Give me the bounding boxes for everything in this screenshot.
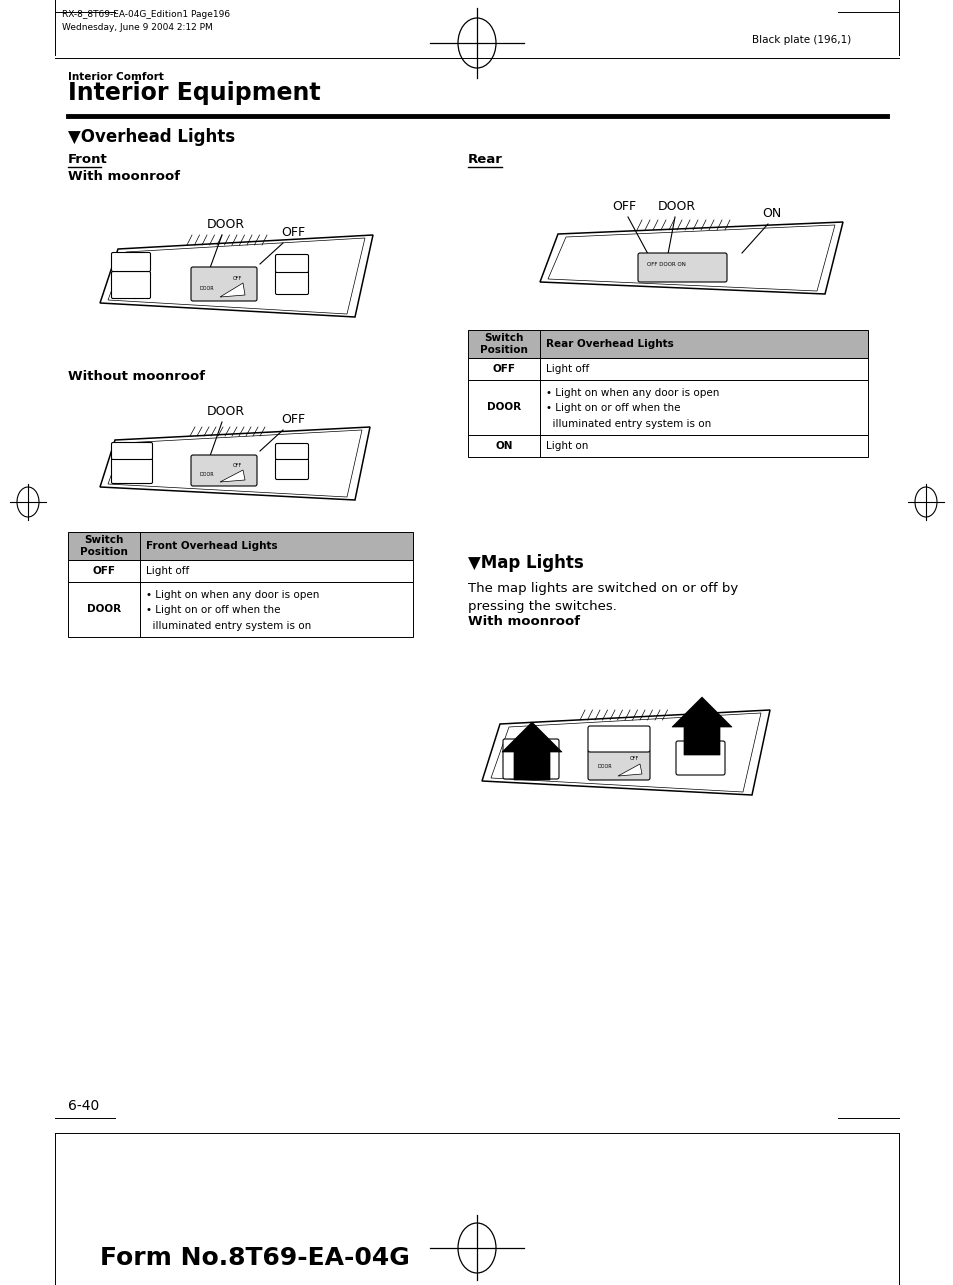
Text: • Light on or off when the: • Light on or off when the xyxy=(146,605,280,616)
Text: DOOR: DOOR xyxy=(207,405,245,418)
Polygon shape xyxy=(539,222,842,294)
Text: ▼Overhead Lights: ▼Overhead Lights xyxy=(68,128,234,146)
Polygon shape xyxy=(100,427,370,500)
FancyBboxPatch shape xyxy=(275,271,308,294)
Text: Interior Comfort: Interior Comfort xyxy=(68,72,164,82)
Text: Switch
Position: Switch Position xyxy=(80,535,128,556)
Text: Rear: Rear xyxy=(468,153,502,166)
Polygon shape xyxy=(481,711,769,795)
FancyBboxPatch shape xyxy=(676,741,724,775)
Text: OFF: OFF xyxy=(281,412,305,427)
Text: DOOR: DOOR xyxy=(207,218,245,231)
Text: Interior Equipment: Interior Equipment xyxy=(68,81,320,105)
FancyBboxPatch shape xyxy=(275,443,308,460)
Polygon shape xyxy=(220,470,245,482)
Bar xyxy=(468,380,867,436)
Text: Rear Overhead Lights: Rear Overhead Lights xyxy=(545,339,673,350)
FancyBboxPatch shape xyxy=(275,254,308,272)
Bar xyxy=(68,532,413,560)
Bar xyxy=(468,359,867,380)
FancyBboxPatch shape xyxy=(112,252,151,271)
Text: illuminated entry system is on: illuminated entry system is on xyxy=(146,621,311,631)
Text: OFF: OFF xyxy=(233,463,242,468)
Text: OFF: OFF xyxy=(92,565,115,576)
Text: illuminated entry system is on: illuminated entry system is on xyxy=(545,419,711,429)
Text: • Light on or off when the: • Light on or off when the xyxy=(545,403,679,414)
Text: OFF: OFF xyxy=(629,756,639,761)
FancyBboxPatch shape xyxy=(112,271,151,298)
Text: Front Overhead Lights: Front Overhead Lights xyxy=(146,541,277,551)
Text: DOOR: DOOR xyxy=(200,472,214,477)
Text: Light on: Light on xyxy=(545,441,588,451)
Polygon shape xyxy=(220,283,245,297)
Polygon shape xyxy=(100,235,373,317)
FancyBboxPatch shape xyxy=(275,459,308,479)
Text: OFF: OFF xyxy=(492,364,515,374)
Text: Without moonroof: Without moonroof xyxy=(68,370,205,383)
Text: Form No.8T69-EA-04G: Form No.8T69-EA-04G xyxy=(100,1246,410,1270)
Text: With moonroof: With moonroof xyxy=(468,616,579,628)
Text: OFF: OFF xyxy=(281,226,305,239)
Text: The map lights are switched on or off by: The map lights are switched on or off by xyxy=(468,582,738,595)
Text: • Light on when any door is open: • Light on when any door is open xyxy=(146,590,319,600)
Text: DOOR: DOOR xyxy=(598,765,612,768)
FancyBboxPatch shape xyxy=(638,253,726,281)
FancyBboxPatch shape xyxy=(191,455,256,486)
Text: ▼Map Lights: ▼Map Lights xyxy=(468,554,583,572)
Text: ON: ON xyxy=(761,207,781,220)
Text: DOOR: DOOR xyxy=(87,604,121,614)
Bar xyxy=(468,436,867,457)
Text: OFF DOOR ON: OFF DOOR ON xyxy=(646,262,685,267)
Text: OFF: OFF xyxy=(612,200,636,213)
FancyBboxPatch shape xyxy=(112,442,152,460)
Bar xyxy=(68,560,413,582)
Text: DOOR: DOOR xyxy=(486,402,520,412)
FancyBboxPatch shape xyxy=(191,267,256,301)
FancyBboxPatch shape xyxy=(502,739,558,779)
Text: Light off: Light off xyxy=(545,364,589,374)
Text: RX-8_8T69-EA-04G_Edition1 Page196: RX-8_8T69-EA-04G_Edition1 Page196 xyxy=(62,10,230,19)
FancyBboxPatch shape xyxy=(587,750,649,780)
Text: Wednesday, June 9 2004 2:12 PM: Wednesday, June 9 2004 2:12 PM xyxy=(62,23,213,32)
Text: DOOR: DOOR xyxy=(658,200,696,213)
Polygon shape xyxy=(618,765,641,776)
FancyBboxPatch shape xyxy=(587,726,649,752)
Text: OFF: OFF xyxy=(233,276,242,281)
Polygon shape xyxy=(671,696,731,756)
Bar xyxy=(468,330,867,359)
Text: Light off: Light off xyxy=(146,565,189,576)
Text: DOOR: DOOR xyxy=(200,287,214,290)
Text: Front: Front xyxy=(68,153,108,166)
Text: • Light on when any door is open: • Light on when any door is open xyxy=(545,388,719,397)
Text: Black plate (196,1): Black plate (196,1) xyxy=(751,35,850,45)
Text: ON: ON xyxy=(495,441,512,451)
FancyBboxPatch shape xyxy=(112,459,152,483)
Text: With moonroof: With moonroof xyxy=(68,170,180,182)
Polygon shape xyxy=(501,722,561,780)
Text: pressing the switches.: pressing the switches. xyxy=(468,600,617,613)
Text: 6-40: 6-40 xyxy=(68,1099,99,1113)
Bar xyxy=(68,582,413,637)
Text: Switch
Position: Switch Position xyxy=(479,333,527,355)
